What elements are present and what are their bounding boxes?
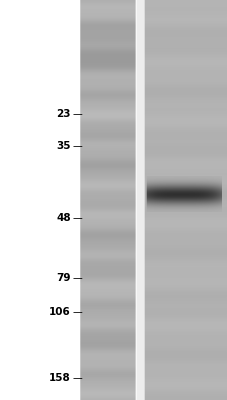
Text: —: —	[73, 307, 82, 317]
Text: 79: 79	[56, 273, 70, 283]
Text: 48: 48	[56, 213, 70, 223]
Text: —: —	[73, 109, 82, 119]
Text: 35: 35	[56, 141, 70, 151]
Text: —: —	[73, 141, 82, 151]
Text: —: —	[73, 273, 82, 283]
Text: 158: 158	[49, 373, 70, 383]
Text: —: —	[73, 213, 82, 223]
Text: 106: 106	[49, 307, 70, 317]
Text: 23: 23	[56, 109, 70, 119]
Text: —: —	[73, 373, 82, 383]
